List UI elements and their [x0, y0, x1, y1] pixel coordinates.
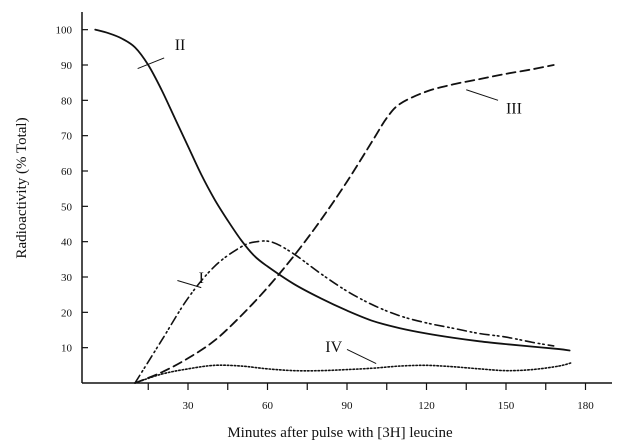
- series-group: [94, 28, 574, 384]
- y-tick-label: 100: [56, 25, 73, 37]
- y-tick-label: 20: [61, 307, 73, 319]
- y-tick-label: 80: [61, 95, 73, 107]
- y-ticks: 10 20 30 40 50 60 70 80 90 100: [56, 25, 88, 355]
- y-tick-label: 70: [61, 131, 73, 143]
- curve-label-i: I: [199, 270, 204, 287]
- y-tick-label: 30: [61, 272, 73, 284]
- y-axis-title: Radioactivity (% Total): [14, 117, 30, 258]
- series-line-iii: [134, 64, 555, 384]
- x-tick-label: 60: [262, 400, 274, 412]
- y-tick-label: 50: [61, 201, 73, 213]
- series-line-i: [134, 240, 555, 384]
- x-tick-label: 120: [418, 400, 435, 412]
- chart-axes: [81, 12, 612, 384]
- series-line-iv: [134, 361, 574, 384]
- x-ticks: 30 60 90 120 150 180: [147, 383, 594, 412]
- x-tick-label: 90: [342, 400, 354, 412]
- curve-label-iv: IV: [325, 339, 342, 356]
- x-tick-label: 180: [577, 400, 594, 412]
- curve-label-ii: II: [175, 37, 186, 54]
- label-leader-ii: [137, 57, 165, 69]
- x-axis-title: Minutes after pulse with [3H] leucine: [227, 425, 453, 441]
- y-tick-label: 90: [61, 60, 73, 72]
- label-leader-iv: [346, 348, 377, 365]
- label-leader-iii: [466, 89, 499, 101]
- curve-label-iii: III: [506, 100, 522, 117]
- series-line-ii: [94, 28, 571, 352]
- y-tick-label: 60: [61, 166, 73, 178]
- y-tick-label: 40: [61, 237, 73, 249]
- label-leaders: [137, 57, 499, 365]
- x-tick-label: 30: [183, 400, 195, 412]
- label-leader-i: [177, 280, 202, 289]
- x-tick-label: 150: [498, 400, 515, 412]
- y-tick-label: 10: [61, 343, 73, 355]
